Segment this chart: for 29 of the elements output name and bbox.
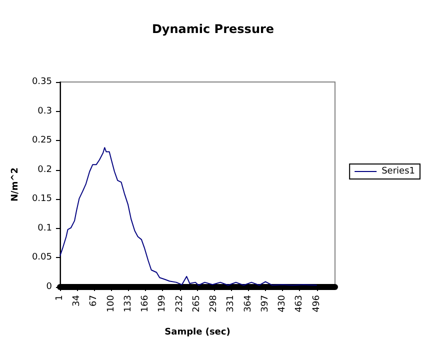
- x-tick-label: 331: [226, 295, 236, 312]
- y-tick-label: 0.3: [38, 106, 52, 116]
- x-tick-label: 133: [123, 295, 134, 312]
- x-tick-label: 67: [89, 295, 100, 306]
- y-tick-label: 0.35: [32, 77, 52, 87]
- y-tick-label: 0.15: [32, 194, 52, 204]
- x-tick-label: 100: [106, 294, 116, 312]
- line-series: [60, 147, 318, 286]
- x-axis-title: Sample (sec): [164, 328, 230, 338]
- x-tick-label: 1: [55, 295, 65, 301]
- y-tick-label: 0.2: [38, 164, 52, 175]
- x-tick-label: 496: [312, 294, 322, 312]
- y-axis-title: N/m^2: [10, 167, 20, 202]
- y-tick-label: 0: [46, 282, 52, 292]
- x-tick-label: 34: [72, 294, 82, 306]
- y-tick-label: 0.05: [32, 252, 52, 263]
- y-tick-label: 0.25: [32, 136, 52, 146]
- x-tick-label: 166: [140, 294, 151, 312]
- x-tick-label: 232: [174, 295, 185, 312]
- chart-title: Dynamic Pressure: [152, 22, 274, 36]
- x-tick-label: 298: [209, 294, 220, 312]
- x-tick-label: 397: [260, 295, 270, 312]
- x-tick-label: 265: [192, 295, 202, 312]
- legend-label: Series1: [382, 166, 416, 176]
- x-tick-label: 364: [243, 294, 254, 312]
- x-tick-label: 199: [158, 294, 168, 312]
- x-tick-label: 430: [278, 294, 288, 312]
- y-tick-label: 0.1: [38, 223, 52, 234]
- x-tick-label: 463: [294, 295, 305, 312]
